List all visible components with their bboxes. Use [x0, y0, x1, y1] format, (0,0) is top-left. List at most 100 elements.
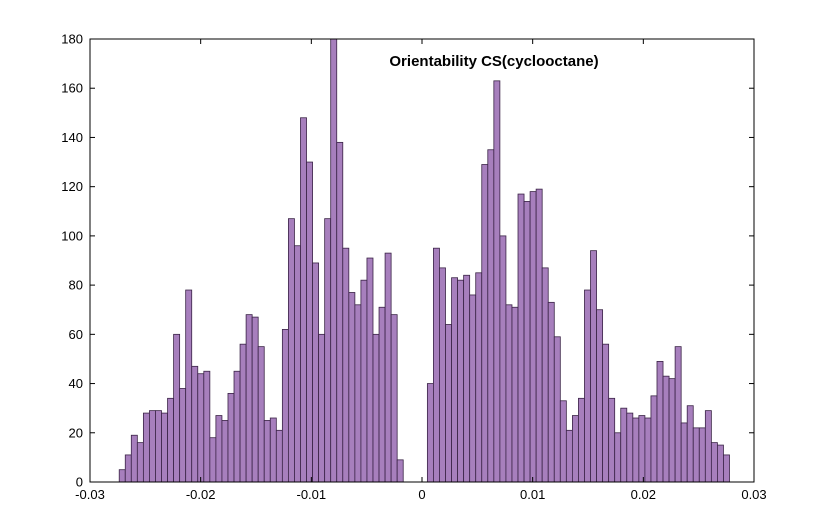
- histogram-bar: [336, 141, 344, 483]
- histogram-bar: [439, 267, 446, 483]
- histogram-bar: [245, 314, 253, 483]
- histogram-bar: [372, 333, 380, 483]
- y-tick-label: 60: [69, 327, 83, 342]
- histogram-bar: [523, 201, 531, 483]
- y-tick-label: 0: [76, 475, 83, 490]
- histogram-bar: [553, 336, 561, 483]
- histogram-bar: [704, 410, 712, 483]
- histogram-bar: [626, 412, 634, 483]
- histogram-bar: [330, 38, 338, 483]
- y-tick-label: 100: [61, 228, 83, 243]
- histogram-bar: [396, 459, 404, 483]
- y-tick-label: 40: [69, 376, 83, 391]
- histogram-bar: [390, 314, 398, 483]
- histogram-bar: [638, 415, 646, 483]
- histogram-bar: [257, 346, 265, 483]
- histogram-bar: [469, 294, 477, 483]
- histogram-bar: [481, 164, 489, 483]
- histogram-bar: [306, 161, 313, 483]
- histogram-bar: [360, 279, 368, 483]
- histogram-bar: [221, 420, 229, 483]
- histogram-bar: [348, 292, 356, 483]
- histogram-bar: [209, 437, 217, 483]
- histogram-bar: [227, 392, 235, 483]
- histogram-bar: [215, 415, 223, 483]
- histogram-bar: [596, 309, 604, 483]
- histogram-bar: [142, 412, 150, 483]
- histogram-bar: [269, 417, 277, 483]
- x-tick-label: 0.03: [741, 487, 766, 502]
- histogram-bar: [233, 370, 241, 483]
- histogram-bar: [324, 218, 332, 483]
- histogram-bar: [155, 410, 162, 483]
- y-tick-label: 80: [69, 278, 83, 293]
- histogram-bar: [505, 304, 513, 483]
- histogram-bar: [529, 191, 537, 483]
- histogram-bar: [366, 257, 374, 483]
- chart-title: Orientability CS(cyclooctane): [389, 53, 598, 70]
- histogram-bar: [149, 410, 156, 483]
- histogram-bar: [692, 427, 700, 483]
- histogram-bar: [342, 247, 350, 483]
- histogram-bar: [136, 442, 144, 483]
- histogram-bar: [445, 324, 452, 483]
- y-tick-label: 180: [61, 32, 83, 47]
- x-axis: -0.03 -0.02 -0.01 0 0.01 0.02 0.03: [75, 39, 767, 502]
- x-tick-label: 0: [418, 487, 425, 502]
- histogram-bar: [620, 407, 628, 483]
- histogram-bar: [710, 442, 718, 483]
- histogram-bar: [608, 397, 616, 483]
- histogram-bar: [572, 415, 579, 483]
- histogram-bar: [378, 306, 386, 483]
- histogram-bar: [584, 289, 591, 483]
- y-tick-label: 120: [61, 179, 83, 194]
- histogram-bar: [632, 417, 640, 483]
- histogram-bar: [300, 117, 307, 483]
- histogram-bar: [179, 388, 187, 483]
- histogram-bar: [130, 434, 138, 483]
- histogram-bar: [541, 267, 549, 483]
- histogram-bar: [275, 429, 283, 483]
- histogram-bar: [650, 395, 658, 483]
- histogram-bar: [511, 306, 519, 483]
- histogram-bar: [662, 375, 670, 483]
- histogram-bar: [281, 329, 289, 483]
- histogram-bar: [717, 444, 724, 483]
- histogram-bar: [251, 316, 259, 483]
- histogram-bar: [197, 373, 205, 483]
- histogram-bar: [239, 343, 247, 483]
- y-axis: 0 20 40 60 80 100 120 140 160 180: [61, 32, 754, 490]
- histogram-bar: [535, 188, 543, 483]
- x-tick-label: -0.01: [297, 487, 327, 502]
- histogram-bar: [426, 383, 434, 483]
- histogram-bar: [487, 149, 495, 483]
- histogram-bar: [318, 333, 326, 483]
- histogram-bar: [294, 245, 301, 483]
- histogram-bar: [287, 218, 295, 483]
- histogram-bar: [559, 400, 567, 483]
- histogram-bar: [723, 454, 730, 483]
- histogram-bar: [602, 343, 610, 483]
- histogram-bar: [203, 370, 211, 483]
- x-tick-label: -0.02: [186, 487, 216, 502]
- x-tick-label: -0.03: [75, 487, 105, 502]
- histogram-bar: [614, 432, 622, 483]
- histogram-bar: [668, 378, 676, 483]
- histogram-bar: [451, 277, 458, 483]
- histogram-bar: [590, 250, 597, 483]
- histogram-bar: [263, 420, 271, 483]
- histogram-bar: [698, 427, 706, 483]
- histogram-bar: [656, 361, 664, 483]
- histogram-bar: [118, 469, 126, 483]
- histogram-bar: [191, 365, 199, 483]
- histogram-bar: [475, 272, 483, 483]
- histogram-bar: [173, 333, 181, 483]
- histogram-bar: [686, 405, 694, 483]
- histogram-bar: [499, 235, 507, 483]
- histogram-bar: [161, 412, 168, 483]
- histogram-bar: [644, 417, 652, 483]
- histogram-bar: [680, 422, 688, 483]
- histogram-bar: [457, 279, 465, 483]
- x-tick-label: 0.02: [631, 487, 656, 502]
